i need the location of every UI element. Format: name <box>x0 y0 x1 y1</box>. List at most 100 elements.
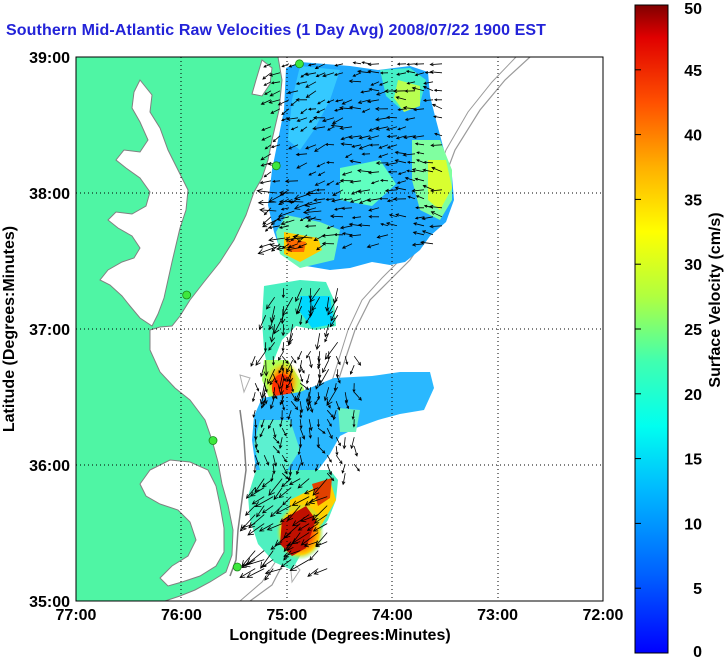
velocity-arrow <box>353 355 362 366</box>
velocity-arrow <box>255 350 267 366</box>
velocity-arrow <box>316 419 320 428</box>
velocity-arrow <box>433 88 443 92</box>
velocity-arrow <box>335 437 341 447</box>
map-title: Southern Mid-Atlantic Raw Velocities (1 … <box>6 22 547 39</box>
velocity-arrow <box>349 365 355 375</box>
velocity-arrow <box>423 81 434 85</box>
x-axis-label: Longitude (Degrees:Minutes) <box>229 627 450 644</box>
velocity-arrow <box>258 315 267 331</box>
velocity-arrow <box>360 90 371 94</box>
velocity-arrow <box>254 437 258 448</box>
velocity-arrow <box>315 464 319 472</box>
colorbar-tick-label: 35 <box>684 192 702 209</box>
velocity-arrow <box>344 356 349 366</box>
velocity-arrow <box>243 559 265 568</box>
velocity-arrow <box>330 123 344 128</box>
velocity-arrow <box>385 126 398 131</box>
colorbar-tick-label: 20 <box>684 387 702 404</box>
velocity-arrow <box>414 177 425 182</box>
velocity-arrow <box>264 144 272 150</box>
velocity-arrow <box>258 243 272 249</box>
velocity-arrow <box>333 383 337 392</box>
velocity-arrow <box>302 209 322 215</box>
velocity-arrow <box>317 356 321 368</box>
velocity-arrow <box>308 306 313 318</box>
velocity-arrow <box>263 171 272 178</box>
velocity-arrow <box>380 179 389 183</box>
velocity-arrow <box>344 392 349 404</box>
velocity-arrow <box>284 236 304 243</box>
velocity-arrow <box>260 401 265 409</box>
velocity-arrow <box>273 487 283 501</box>
velocity-arrow <box>272 455 277 467</box>
velocity-arrow <box>324 143 335 146</box>
velocity-arrow <box>260 550 274 569</box>
velocity-arrow <box>394 186 407 191</box>
velocity-arrow <box>348 233 362 238</box>
velocity-arrow <box>299 419 303 429</box>
velocity-arrow <box>395 213 407 218</box>
velocity-arrow <box>260 365 265 378</box>
velocity-arrow <box>277 350 285 361</box>
velocity-arrow <box>317 99 326 105</box>
velocity-arrow <box>272 179 281 183</box>
y-tick-label: 39:00 <box>29 50 70 67</box>
velocity-arrow <box>298 437 303 449</box>
velocity-arrow <box>318 369 322 379</box>
velocity-arrow <box>313 568 328 575</box>
velocity-arrow <box>284 179 299 184</box>
velocity-arrow <box>254 496 274 508</box>
velocity-arrow <box>351 144 362 148</box>
velocity-arrow <box>312 523 328 532</box>
velocity-arrow <box>361 61 371 65</box>
velocity-arrow <box>368 215 380 219</box>
velocity-arrow <box>257 246 277 255</box>
velocity-arrow <box>299 455 304 467</box>
velocity-arrow <box>246 568 265 578</box>
y-tick-labels: 39:00 38:00 37:00 36:00 35:00 <box>29 50 70 611</box>
velocity-arrow <box>430 143 443 148</box>
velocity-arrow <box>358 135 371 140</box>
velocity-arrow <box>378 153 389 158</box>
velocity-arrow <box>287 410 292 420</box>
velocity-arrow <box>414 72 425 77</box>
x-tick-label: 75:00 <box>266 607 307 624</box>
velocity-arrow <box>314 180 326 186</box>
velocity-arrow <box>263 81 272 86</box>
velocity-arrow <box>272 445 281 454</box>
velocity-arrow <box>429 224 443 229</box>
velocity-arrow <box>287 473 292 481</box>
velocity-arrow <box>270 541 283 550</box>
velocity-arrow <box>334 63 344 67</box>
velocity-arrow <box>262 219 277 228</box>
velocity-arrow <box>299 428 306 440</box>
velocity-arrow <box>304 224 317 228</box>
velocity-arrow <box>281 374 286 382</box>
velocity-arrow <box>340 142 353 146</box>
velocity-arrow <box>316 243 326 251</box>
velocity-arrow <box>295 152 308 157</box>
velocity-arrow <box>316 162 326 168</box>
velocity-arrow <box>326 472 335 482</box>
velocity-arrow <box>333 233 344 237</box>
velocity-arrow <box>326 428 333 440</box>
velocity-arrow <box>313 514 328 524</box>
velocity-arrow <box>404 117 416 121</box>
velocity-arrow <box>367 135 380 140</box>
velocity-arrow <box>415 206 425 210</box>
pamlico-sound <box>139 459 225 587</box>
velocity-arrow <box>290 355 297 364</box>
velocity-arrow <box>378 81 389 86</box>
velocity-arrow <box>326 401 331 409</box>
velocity-arrow <box>248 514 265 529</box>
velocity-arrow <box>395 135 407 140</box>
velocity-arrow <box>281 428 287 437</box>
velocity-arrow <box>397 126 407 131</box>
velocity-arrow <box>265 296 276 310</box>
velocity-arrow <box>368 126 380 132</box>
velocity-arrow <box>254 478 265 493</box>
velocity-arrow <box>268 237 286 243</box>
velocity-arrow <box>396 180 407 184</box>
velocity-arrow <box>429 70 443 74</box>
velocity-arrow <box>325 197 335 201</box>
